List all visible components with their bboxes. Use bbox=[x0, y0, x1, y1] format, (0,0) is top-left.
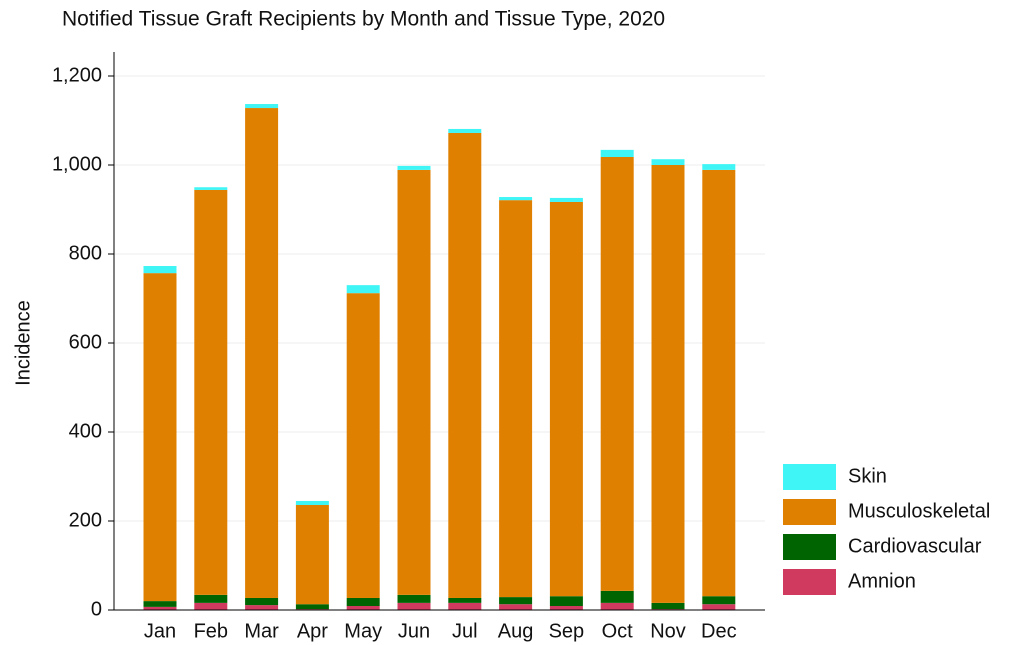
legend-swatch bbox=[783, 569, 836, 595]
y-tick-label: 200 bbox=[69, 509, 102, 531]
bar-segment bbox=[600, 156, 634, 591]
legend-label: Cardiovascular bbox=[848, 535, 982, 557]
bar-segment bbox=[499, 197, 533, 201]
bar-segment bbox=[702, 604, 736, 610]
bar-segment bbox=[448, 132, 482, 598]
x-tick-label: Sep bbox=[549, 620, 585, 642]
bar-segment bbox=[702, 596, 736, 605]
bar-segment bbox=[651, 602, 685, 610]
x-tick-label: Nov bbox=[650, 620, 686, 642]
x-tick-label: Jun bbox=[398, 620, 430, 642]
legend-swatch bbox=[783, 499, 836, 525]
bar-segment bbox=[600, 149, 634, 157]
x-tick-label: Feb bbox=[194, 620, 228, 642]
y-tick-label: 0 bbox=[91, 598, 102, 620]
bar-segment bbox=[499, 604, 533, 610]
bar-segment bbox=[346, 597, 380, 606]
bar-segment bbox=[346, 605, 380, 610]
legend-label: Amnion bbox=[848, 570, 916, 592]
x-tick-label: May bbox=[344, 620, 382, 642]
y-axis-label: Incidence bbox=[12, 300, 34, 386]
bar-segment bbox=[194, 602, 228, 610]
bar-segment bbox=[499, 200, 533, 598]
x-tick-label: Mar bbox=[244, 620, 279, 642]
y-tick-label: 800 bbox=[69, 242, 102, 264]
x-tick-label: Apr bbox=[297, 620, 328, 642]
bar-segment bbox=[397, 165, 431, 170]
bar-segment bbox=[499, 597, 533, 605]
bar-segment bbox=[397, 602, 431, 610]
x-tick-label: Dec bbox=[701, 620, 737, 642]
legend-swatch bbox=[783, 464, 836, 490]
y-tick-label: 400 bbox=[69, 420, 102, 442]
bar-segment bbox=[143, 273, 177, 602]
x-tick-label: Jan bbox=[144, 620, 176, 642]
bar-segment bbox=[245, 597, 279, 606]
bar-segment bbox=[448, 602, 482, 610]
bar-segment bbox=[651, 159, 685, 165]
y-tick-label: 600 bbox=[69, 331, 102, 353]
bar-segment bbox=[448, 128, 482, 133]
bar-segment bbox=[397, 594, 431, 603]
chart-title: Notified Tissue Graft Recipients by Mont… bbox=[62, 8, 665, 31]
bar-segment bbox=[245, 108, 279, 598]
y-tick-label: 1,200 bbox=[52, 64, 102, 86]
bar-segment bbox=[549, 201, 583, 597]
bar-segment bbox=[194, 187, 228, 190]
bar-segment bbox=[549, 605, 583, 610]
bar-segment bbox=[448, 597, 482, 603]
bar-segment bbox=[346, 293, 380, 598]
bar-segment bbox=[702, 169, 736, 597]
bar-segment bbox=[194, 189, 228, 595]
bar-segment bbox=[651, 165, 685, 603]
bar-segment bbox=[549, 596, 583, 606]
bar-segment bbox=[295, 500, 329, 505]
bar-segment bbox=[600, 590, 634, 603]
y-tick-label: 1,000 bbox=[52, 153, 102, 175]
legend-label: Skin bbox=[848, 465, 887, 487]
bar-segment bbox=[194, 594, 228, 603]
bar-segment bbox=[143, 266, 177, 274]
bar-segment bbox=[143, 601, 177, 607]
x-tick-label: Aug bbox=[498, 620, 534, 642]
x-tick-label: Jul bbox=[452, 620, 478, 642]
legend-label: Musculoskeletal bbox=[848, 500, 990, 522]
bar-segment bbox=[295, 604, 329, 610]
legend-swatch bbox=[783, 534, 836, 560]
bar-segment bbox=[600, 602, 634, 610]
bar-segment bbox=[346, 285, 380, 294]
bar-segment bbox=[143, 606, 177, 610]
bar-segment bbox=[549, 197, 583, 202]
bar-segment bbox=[295, 504, 329, 605]
bar-segment bbox=[245, 104, 279, 109]
x-tick-label: Oct bbox=[602, 620, 634, 642]
bar-segment bbox=[702, 164, 736, 170]
bar-segment bbox=[397, 169, 431, 595]
bar-segment bbox=[245, 605, 279, 610]
